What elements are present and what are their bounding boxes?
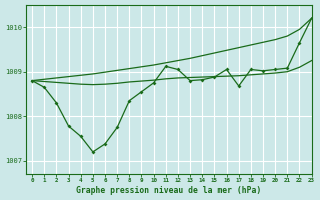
X-axis label: Graphe pression niveau de la mer (hPa): Graphe pression niveau de la mer (hPa) [76,186,261,195]
